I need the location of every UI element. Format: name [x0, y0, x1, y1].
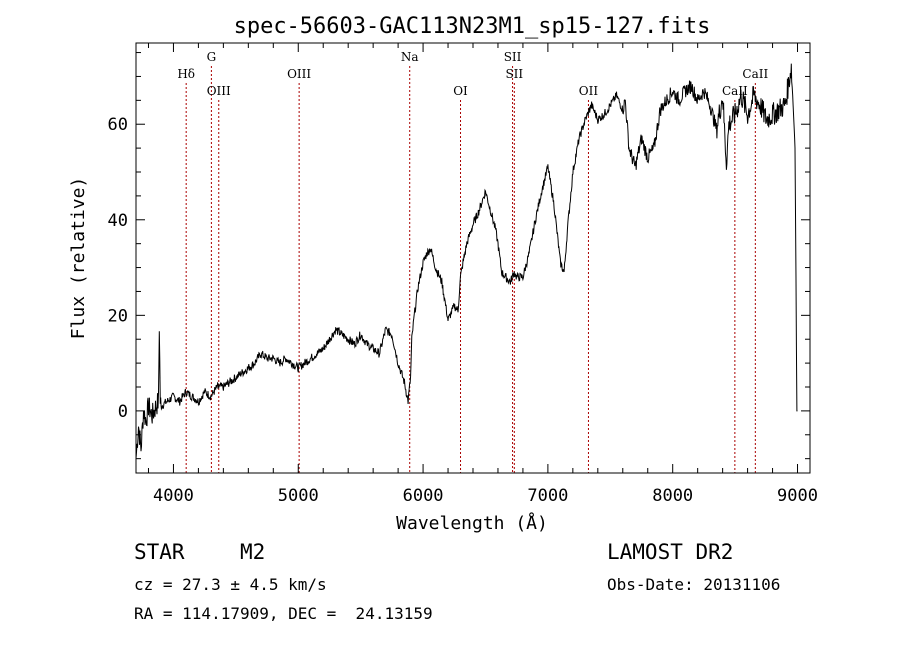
- y-tick-label: 40: [108, 211, 128, 231]
- marker-label: CaII: [742, 67, 768, 81]
- spectrum-series: [135, 63, 798, 459]
- x-tick-label: 4000: [153, 486, 194, 506]
- marker-label: SII: [504, 50, 522, 64]
- x-tick-label: 9000: [777, 486, 818, 506]
- redshift-text: cz = 27.3 ± 4.5 km/s: [134, 575, 327, 594]
- marker-label: OIII: [207, 84, 231, 98]
- y-tick-label: 0: [118, 402, 128, 422]
- object-class: STAR: [134, 540, 185, 564]
- chart-title: spec-56603-GAC113N23M1_sp15-127.fits: [234, 14, 711, 39]
- x-tick-label: 5000: [278, 486, 319, 506]
- x-tick-label: 8000: [652, 486, 693, 506]
- plot-frame: [135, 42, 811, 474]
- y-axis: 0 20 40 60: [108, 52, 810, 460]
- y-axis-label: Flux (relative): [68, 177, 89, 340]
- x-tick-label: 6000: [403, 486, 444, 506]
- marker-label: OI: [453, 84, 468, 98]
- survey-name: LAMOST DR2: [607, 540, 734, 564]
- object-subclass: M2: [240, 540, 266, 564]
- marker-label: G: [207, 50, 217, 64]
- coordinates: RA = 114.17909, DEC = 24.13159: [134, 604, 433, 623]
- x-tick-label: 7000: [527, 486, 568, 506]
- y-tick-label: 60: [108, 115, 128, 135]
- x-axis-label: Wavelength (Å): [396, 512, 548, 534]
- obs-date: Obs-Date: 20131106: [607, 575, 781, 594]
- spectrum-line: [135, 63, 798, 459]
- marker-label: SII: [505, 67, 523, 81]
- y-tick-label: 20: [108, 306, 128, 326]
- marker-label: Hδ: [177, 67, 195, 81]
- marker-label: OIII: [287, 67, 311, 81]
- marker-label: Na: [401, 50, 419, 64]
- marker-label: OII: [579, 84, 599, 98]
- x-axis: 4000 5000 6000 7000 8000 9000: [147, 43, 818, 506]
